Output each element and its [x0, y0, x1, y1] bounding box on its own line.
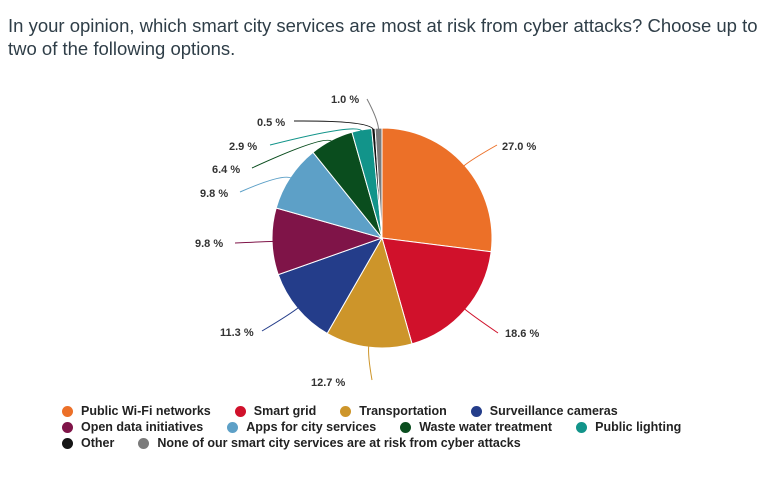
legend-swatch [340, 405, 352, 417]
leader-line [261, 306, 300, 332]
legend-swatch [62, 421, 73, 433]
legend-swatch [576, 421, 588, 433]
legend-item[interactable]: Apps for city services [227, 420, 376, 434]
legend-swatch [138, 437, 150, 449]
data-label: 6.4 % [212, 164, 240, 176]
leader-line [368, 345, 373, 381]
legend-item[interactable]: None of our smart city services are at r… [138, 436, 521, 450]
legend-swatch [62, 437, 73, 449]
data-label: 18.6 % [505, 328, 539, 340]
legend-label: Apps for city services [246, 420, 377, 434]
legend-item[interactable]: Waste water treatment [400, 420, 552, 434]
legend-row: Public Wi-Fi networks Smart grid Transport… [62, 403, 762, 419]
chart-title: In your opinion, which smart city servic… [8, 15, 758, 59]
leader-line [366, 98, 380, 131]
data-label: 9.8 % [200, 188, 228, 200]
data-label: 0.5 % [257, 117, 285, 129]
data-label: 11.3 % [220, 327, 254, 339]
data-label: 12.7 % [311, 377, 345, 389]
legend-swatch [400, 421, 412, 433]
legend-label: Other [81, 436, 115, 450]
data-label: 27.0 % [502, 141, 536, 153]
legend-label: Smart grid [253, 404, 317, 418]
label-leader-lines [234, 98, 499, 381]
leader-line [239, 176, 293, 193]
data-label: 1.0 % [331, 94, 359, 106]
leader-line [293, 120, 374, 131]
pie-slices [271, 127, 493, 349]
legend-swatch [470, 405, 482, 417]
data-label: 2.9 % [229, 141, 257, 153]
legend-item[interactable]: Surveillance cameras [470, 404, 618, 418]
legend-label: Waste water treatment [419, 420, 553, 434]
legend: Public Wi-Fi networks Smart grid Transport… [62, 403, 762, 451]
data-labels: 27.0 % 18.6 % 12.7 % 11.3 % 9.8 % 9.8 % 6.4 % 2… [195, 94, 539, 389]
legend-item[interactable]: Open data initiatives [62, 420, 203, 434]
pie-chart: 27.0 % 18.6 % 12.7 % 11.3 % 9.8 % 9.8 % 6.4 % 2… [195, 94, 539, 389]
legend-label: Surveillance cameras [489, 404, 618, 418]
legend-item[interactable]: Public Wi-Fi networks [62, 404, 211, 418]
legend-item[interactable]: Transportation [340, 404, 447, 418]
leader-line [251, 139, 333, 169]
legend-label: None of our smart city services are at r… [157, 436, 521, 450]
legend-row: Open data initiatives Apps for city servi… [62, 419, 762, 435]
legend-row: Other None of our smart city services are… [62, 435, 762, 451]
pie-slice [381, 127, 493, 253]
leader-line [234, 240, 275, 244]
leader-line [463, 308, 499, 334]
legend-swatch [62, 405, 73, 417]
legend-label: Transportation [359, 404, 447, 418]
legend-item[interactable]: Public lighting [576, 420, 681, 434]
legend-label: Open data initiatives [81, 420, 204, 434]
leader-line [462, 144, 498, 167]
leader-line [269, 128, 363, 146]
legend-swatch [234, 405, 246, 417]
legend-item[interactable]: Other [62, 436, 114, 450]
legend-label: Public Wi-Fi networks [81, 404, 211, 418]
legend-item[interactable]: Smart grid [234, 404, 317, 418]
legend-swatch [227, 421, 239, 433]
legend-label: Public lighting [595, 420, 682, 434]
data-label: 9.8 % [195, 238, 223, 250]
